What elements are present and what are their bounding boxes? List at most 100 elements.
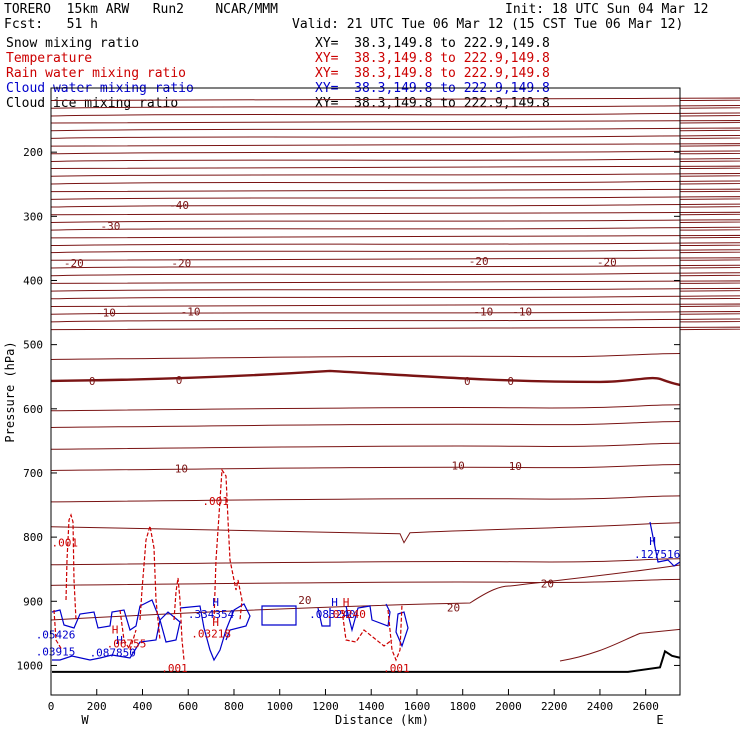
temperature-isotherm	[50, 463, 681, 471]
temperature-isotherm	[50, 127, 740, 132]
y-tick-label: 600	[23, 403, 43, 416]
cloud-water-label: H	[116, 634, 123, 647]
rain-water-label: H	[212, 616, 219, 629]
y-tick-label: 900	[23, 595, 43, 608]
temperature-label: 0	[507, 375, 514, 388]
temperature-label: -40	[169, 199, 189, 212]
rain-water-label: .03240	[326, 608, 366, 621]
y-tick-label: 400	[23, 274, 43, 287]
rain-water-contour	[139, 525, 161, 641]
temperature-isotherm	[50, 287, 740, 292]
cloud-water-contour	[261, 605, 297, 626]
rain-water-label: H	[112, 624, 119, 637]
temperature-label: -20	[171, 257, 191, 270]
cloud-water-contour	[395, 611, 409, 648]
cloud-water-contour	[51, 599, 161, 661]
temperature-isotherm	[50, 303, 740, 308]
x-tick-label: 2600	[632, 700, 659, 713]
x-tick-label: 2000	[495, 700, 522, 713]
y-tick-label: 800	[23, 531, 43, 544]
temperature-label: 20	[541, 577, 554, 590]
cloud-water-label: H	[649, 535, 656, 548]
cloud-water-contour	[179, 603, 251, 662]
temperature-isotherm	[50, 134, 740, 139]
temperature-isotherm	[50, 188, 740, 193]
y-tick-label: 700	[23, 467, 43, 480]
temperature-isotherm	[50, 522, 681, 544]
temperature-label: 20	[298, 594, 311, 607]
temperature-label: 10	[509, 460, 522, 473]
temperature-isotherm	[50, 150, 740, 155]
temperature-label: 10	[175, 462, 188, 475]
temperature-isotherm	[50, 404, 681, 412]
x-tick-label: 1600	[404, 700, 431, 713]
temperature-label: -20	[469, 255, 489, 268]
x-tick-label: 800	[224, 700, 244, 713]
axes: 0 200 400 600 800 1000 1200 1400 1600 1800 2000 220…	[17, 146, 680, 713]
temperature-isotherm	[50, 196, 740, 200]
temperature-label: 10	[452, 459, 465, 472]
y-axis-label: Pressure (hPa)	[3, 341, 17, 442]
rain-water-label: H	[343, 596, 350, 609]
temperature-isotherm	[50, 120, 740, 124]
contour-labels: -40 -30 -20 -20 -20 -20 -10 -10 -10 -10 0 0 0 0 10 10 10…	[36, 199, 681, 675]
temperature-isotherm	[50, 318, 740, 323]
temperature-label: -30	[101, 220, 121, 233]
rain-water-contour	[213, 468, 243, 621]
temperature-isotherm	[559, 628, 681, 662]
cloud-water-label: .083240	[309, 608, 355, 621]
temperature-isotherm	[50, 564, 681, 621]
temperature-isotherm	[50, 264, 740, 269]
cloud-water-label: .127516	[634, 548, 680, 561]
temperature-isotherm	[50, 295, 740, 300]
temperature-label: 0	[464, 375, 471, 388]
cloud-water-label: .03915	[36, 645, 76, 658]
x-tick-label: 1800	[449, 700, 476, 713]
temperature-isotherm	[50, 352, 681, 360]
x-axis-label: Distance (km)	[335, 713, 429, 727]
legend-label-temperature: Temperature	[6, 51, 93, 66]
temperature-isotherm	[50, 112, 740, 117]
rain-water-contour	[387, 603, 403, 662]
cloud-water-label: .334354	[188, 608, 235, 621]
rain-water-label: .001	[161, 662, 188, 675]
temperature-label: 20	[447, 602, 460, 615]
temperature-isotherm	[50, 97, 740, 102]
temperature-isotherm	[50, 234, 740, 239]
cloud-water-contour	[649, 521, 681, 567]
temperature-label: -10	[473, 305, 493, 318]
x-tick-label: 1000	[266, 700, 293, 713]
x-tick-label: 200	[87, 700, 107, 713]
rain-water-contour	[53, 609, 63, 651]
temperature-isotherm	[50, 420, 681, 428]
temperature-label: -10	[512, 305, 532, 318]
rain-water-contour	[341, 609, 393, 647]
rain-water-label: .001	[202, 495, 229, 508]
legend-xy-rain: XY= 38.3,149.8 to 222.9,149.8	[315, 66, 550, 81]
rain-water-label: .06755	[107, 638, 147, 651]
legend-xy-snow: XY= 38.3,149.8 to 222.9,149.8	[315, 36, 550, 51]
temperature-isotherm	[50, 143, 740, 147]
rain-water-contours	[53, 468, 403, 662]
cloud-water-label: .087850	[90, 647, 136, 660]
rain-water-label: .001	[51, 536, 78, 549]
zero-degree-isotherm	[50, 369, 681, 387]
temperature-label: -20	[64, 257, 84, 270]
temperature-isotherm	[50, 326, 740, 331]
temperature-isotherm	[50, 578, 681, 586]
header-fcst: Fcst: 51 h	[4, 17, 98, 32]
x-tick-label: 0	[48, 700, 55, 713]
y-tick-label: 200	[23, 146, 43, 159]
temperature-isotherm	[50, 280, 740, 284]
temperature-label: 0	[89, 375, 96, 388]
cloud-water-contour	[317, 607, 331, 627]
rain-water-label: .001	[383, 662, 410, 675]
rain-water-contour	[65, 513, 77, 621]
rain-water-contour	[119, 609, 137, 652]
rain-water-label: .03218	[191, 627, 231, 640]
cloud-water-label: H	[212, 596, 219, 609]
x-tick-label: 400	[133, 700, 153, 713]
header-valid: Valid: 21 UTC Tue 06 Mar 12 (15 CST Tue …	[292, 17, 684, 32]
temperature-isotherm	[50, 226, 740, 231]
temperature-isotherm	[50, 211, 740, 216]
